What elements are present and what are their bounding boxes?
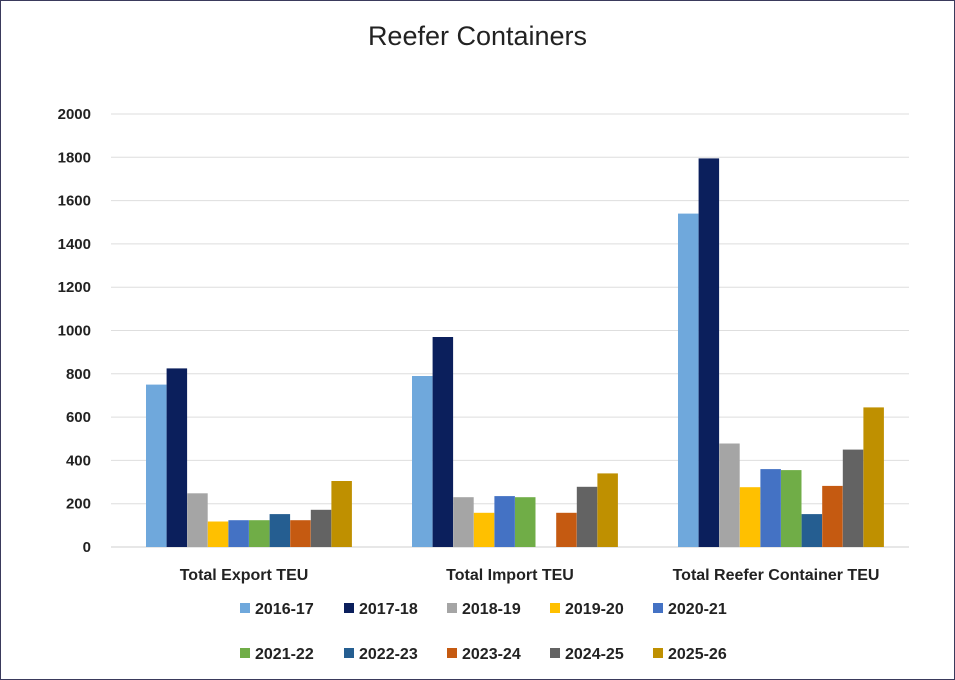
bar-2016-17-1 [146,384,167,547]
y-tick-label: 2000 [58,106,91,123]
bar-2020-21-1 [228,520,249,547]
y-tick-label: 1400 [58,236,91,253]
bar-2016-17-3 [678,213,699,547]
bar-2022-23-3 [801,514,823,547]
y-tick-label: 0 [83,539,91,556]
bar-2021-22-3 [781,470,802,547]
legend-swatch [344,603,354,613]
bar-2020-21-2 [494,496,515,547]
bar-2018-19-1 [187,493,208,547]
bar-2023-24-2 [556,512,577,547]
y-tick-label: 1800 [58,149,91,166]
bar-2021-22-2 [515,497,536,547]
legend-label: 2023-24 [462,646,521,663]
bar-2018-19-2 [453,497,474,547]
chart-title: Reefer Containers [367,21,588,51]
bar-2022-23-1 [269,514,291,547]
legend-label: 2022-23 [359,646,418,663]
y-tick-label: 1000 [58,323,91,340]
legend-label: 2019-20 [565,601,624,618]
legend-label: 2020-21 [668,601,727,618]
y-tick-label: 400 [66,452,91,469]
legend-label: 2021-22 [255,646,314,663]
bar-2016-17-2 [412,376,433,547]
y-tick-label: 200 [66,496,91,513]
bar-2021-22-1 [249,520,270,547]
legend-swatch [550,648,560,658]
bar-2018-19-3 [719,443,740,547]
bar-2025-26-3 [863,407,884,547]
y-tick-label: 800 [66,366,91,383]
legend-swatch [653,603,663,613]
legend-label: 2025-26 [668,646,727,663]
legend-swatch [653,648,663,658]
legend-swatch [344,648,354,658]
bar-2020-21-3 [760,469,781,547]
legend-swatch [447,603,457,613]
bar-2017-18-3 [698,158,720,547]
legend-swatch [447,648,457,658]
bar-2023-24-3 [822,485,843,547]
legend-label: 2018-19 [462,601,521,618]
bar-2017-18-1 [166,368,188,547]
legend-label: 2024-25 [565,646,624,663]
legend-label: 2016-17 [255,601,314,618]
y-tick-label: 1600 [58,193,91,210]
bar-2024-25-1 [310,509,332,547]
bar-2024-25-2 [576,486,598,547]
legend-swatch [240,603,250,613]
bar-2025-26-1 [331,481,352,547]
legend-swatch [550,603,560,613]
y-tick-label: 600 [66,409,91,426]
bar-2025-26-2 [597,473,618,547]
bar-2019-20-3 [739,487,761,547]
legend-swatch [240,648,250,658]
bar-2017-18-2 [432,337,454,547]
bar-2019-20-2 [473,512,495,547]
category-label: Total Reefer Container TEU [673,567,880,584]
bar-2023-24-1 [290,520,311,547]
bar-2024-25-3 [842,449,864,547]
bar-2019-20-1 [207,521,229,547]
category-label: Total Export TEU [180,567,309,584]
legend-label: 2017-18 [359,601,418,618]
y-tick-label: 1200 [58,279,91,296]
category-label: Total Import TEU [446,567,574,584]
